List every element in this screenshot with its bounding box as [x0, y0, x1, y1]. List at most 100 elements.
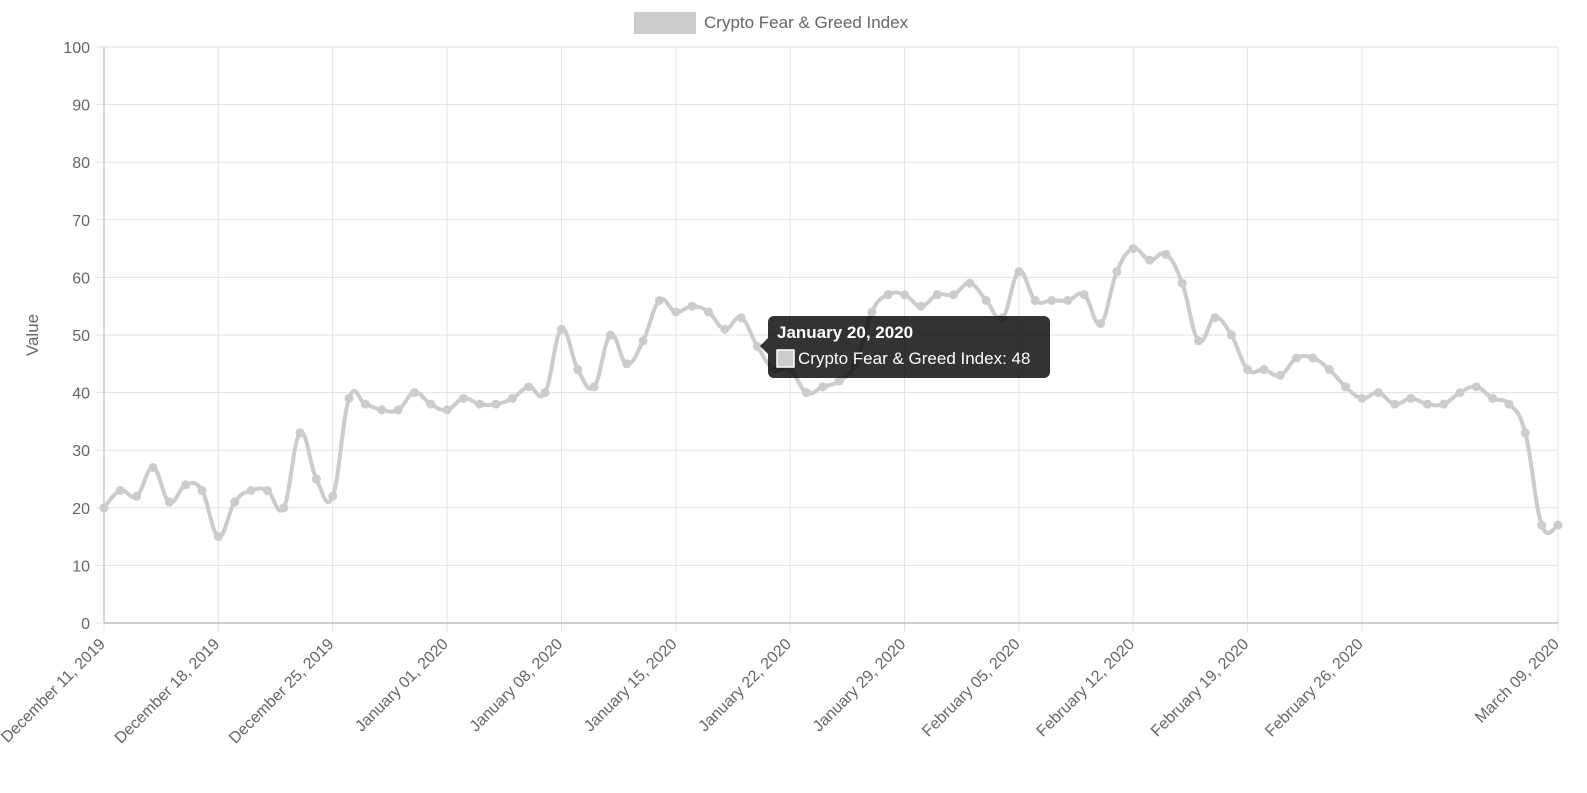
data-point[interactable]	[507, 393, 517, 403]
data-point[interactable]	[1292, 353, 1302, 363]
data-point[interactable]	[1063, 295, 1073, 305]
data-point[interactable]	[638, 336, 648, 346]
data-point[interactable]	[279, 503, 289, 513]
data-point[interactable]	[1308, 353, 1318, 363]
data-point[interactable]	[328, 491, 338, 501]
data-point[interactable]	[867, 307, 877, 317]
data-point[interactable]	[573, 365, 583, 375]
tooltip-box	[768, 316, 1050, 378]
data-point[interactable]	[671, 307, 681, 317]
data-point[interactable]	[426, 399, 436, 409]
legend-swatch	[634, 12, 696, 34]
data-point[interactable]	[311, 474, 321, 484]
data-point[interactable]	[458, 393, 468, 403]
data-point[interactable]	[1357, 393, 1367, 403]
y-tick-label: 50	[72, 328, 90, 345]
data-point[interactable]	[1324, 365, 1334, 375]
data-point[interactable]	[295, 428, 305, 438]
data-point[interactable]	[1210, 313, 1220, 323]
data-point[interactable]	[1128, 244, 1138, 254]
data-point[interactable]	[99, 503, 109, 513]
data-point[interactable]	[703, 307, 713, 317]
data-point[interactable]	[1030, 295, 1040, 305]
data-point[interactable]	[475, 399, 485, 409]
data-point[interactable]	[932, 290, 942, 300]
data-point[interactable]	[834, 376, 844, 386]
data-point[interactable]	[818, 382, 828, 392]
data-point[interactable]	[1259, 365, 1269, 375]
data-point[interactable]	[246, 486, 256, 496]
data-point[interactable]	[230, 497, 240, 507]
data-point[interactable]	[589, 382, 599, 392]
data-point[interactable]	[1079, 290, 1089, 300]
data-point[interactable]	[1504, 399, 1514, 409]
data-point[interactable]	[1439, 399, 1449, 409]
data-point[interactable]	[622, 359, 632, 369]
data-point[interactable]	[605, 330, 615, 340]
data-point[interactable]	[654, 295, 664, 305]
data-point[interactable]	[1471, 382, 1481, 392]
data-point[interactable]	[164, 497, 174, 507]
data-point[interactable]	[409, 388, 419, 398]
y-tick-label: 10	[72, 558, 90, 575]
data-point[interactable]	[1145, 255, 1155, 265]
data-point[interactable]	[1226, 330, 1236, 340]
data-point[interactable]	[1422, 399, 1432, 409]
y-tick-label: 90	[72, 98, 90, 115]
data-point[interactable]	[148, 462, 158, 472]
data-point[interactable]	[1520, 428, 1530, 438]
data-point[interactable]	[262, 486, 272, 496]
data-point[interactable]	[720, 324, 730, 334]
data-point[interactable]	[883, 290, 893, 300]
data-point[interactable]	[965, 278, 975, 288]
data-point[interactable]	[1047, 295, 1057, 305]
data-point[interactable]	[1537, 520, 1547, 530]
data-point[interactable]	[197, 486, 207, 496]
data-point[interactable]	[132, 491, 142, 501]
data-point[interactable]	[900, 290, 910, 300]
data-point[interactable]	[377, 405, 387, 415]
data-point[interactable]	[491, 399, 501, 409]
data-point[interactable]	[1096, 318, 1106, 328]
x-tick-label: December 18, 2019	[112, 636, 223, 747]
data-point[interactable]	[442, 405, 452, 415]
data-point[interactable]	[524, 382, 534, 392]
y-tick-label: 30	[72, 443, 90, 460]
data-point[interactable]	[736, 313, 746, 323]
data-point[interactable]	[393, 405, 403, 415]
data-point[interactable]	[556, 324, 566, 334]
data-point[interactable]	[1177, 278, 1187, 288]
data-point[interactable]	[801, 388, 811, 398]
data-point[interactable]	[360, 399, 370, 409]
data-point[interactable]	[1014, 267, 1024, 277]
tooltip-swatch	[776, 349, 795, 368]
data-point[interactable]	[1194, 336, 1204, 346]
data-point[interactable]	[949, 290, 959, 300]
data-point[interactable]	[916, 301, 926, 311]
data-point[interactable]	[1341, 382, 1351, 392]
data-point[interactable]	[115, 486, 125, 496]
data-point[interactable]	[1390, 399, 1400, 409]
data-point[interactable]	[181, 480, 191, 490]
x-tick-label: December 11, 2019	[0, 636, 109, 747]
data-point[interactable]	[687, 301, 697, 311]
tooltip: January 20, 2020 Crypto Fear & Greed Ind…	[760, 316, 1050, 378]
legend[interactable]: Crypto Fear & Greed Index	[634, 12, 909, 34]
data-point[interactable]	[1455, 388, 1465, 398]
data-point[interactable]	[1161, 249, 1171, 259]
data-point[interactable]	[1243, 365, 1253, 375]
data-point[interactable]	[213, 532, 223, 542]
data-point[interactable]	[1406, 393, 1416, 403]
data-point[interactable]	[1112, 267, 1122, 277]
data-point[interactable]	[540, 388, 550, 398]
data-point[interactable]	[344, 393, 354, 403]
data-point[interactable]	[981, 295, 991, 305]
data-point[interactable]	[1488, 393, 1498, 403]
data-point[interactable]	[1553, 520, 1563, 530]
data-point[interactable]	[752, 342, 762, 352]
data-point[interactable]	[1275, 370, 1285, 380]
data-point[interactable]	[1373, 388, 1383, 398]
x-tick-label: January 08, 2020	[467, 636, 567, 736]
y-tick-label: 40	[72, 386, 90, 403]
